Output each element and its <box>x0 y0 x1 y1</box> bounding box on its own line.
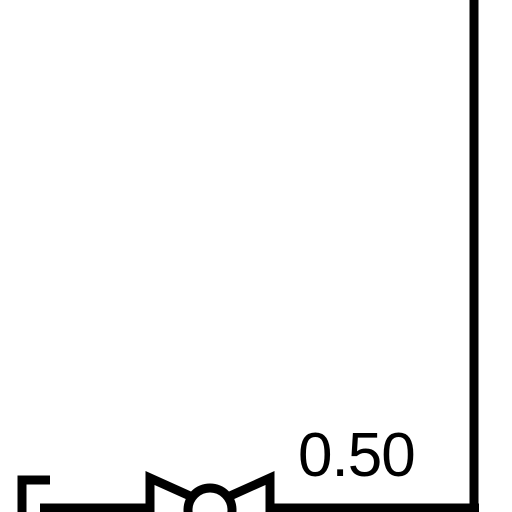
value-label: 0.50 <box>298 421 416 490</box>
bracket-symbol <box>17 475 50 512</box>
valve-center-circle <box>183 483 237 512</box>
